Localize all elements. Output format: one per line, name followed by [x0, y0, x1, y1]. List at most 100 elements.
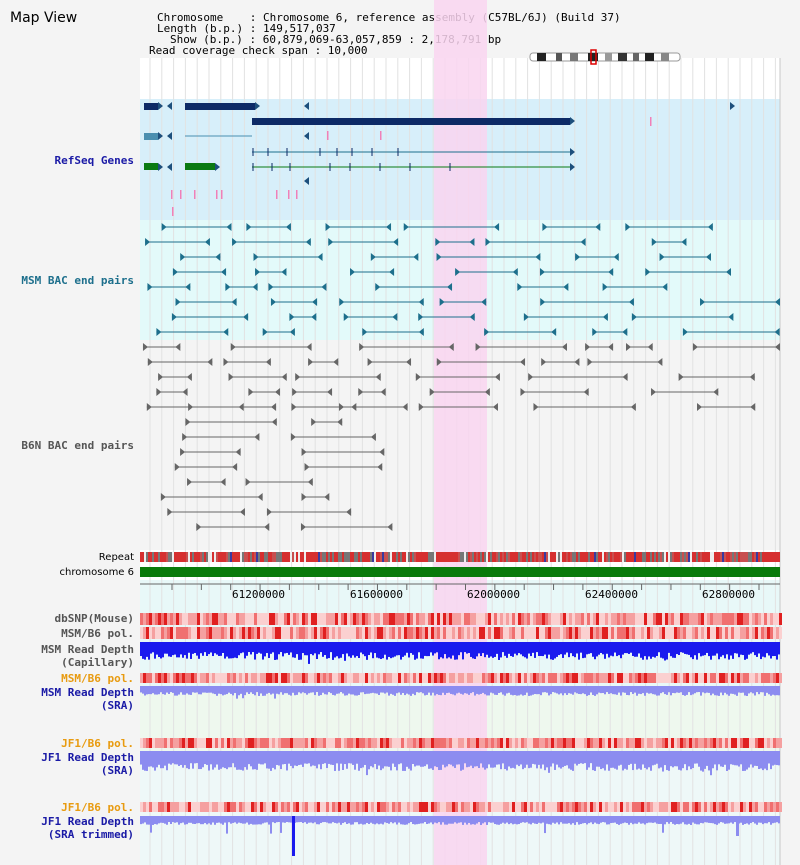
bac-end — [413, 253, 419, 261]
msm-bac-end-pairs[interactable] — [145, 223, 780, 336]
heat-cell — [335, 738, 338, 748]
b6n-bac-end-pairs[interactable] — [142, 343, 780, 531]
depth-bar — [256, 751, 258, 770]
heat-cell — [674, 613, 677, 625]
repeat-track-bar[interactable] — [140, 552, 780, 562]
depth-bar — [678, 686, 680, 693]
heat-cell — [719, 627, 722, 639]
heat-cell — [230, 627, 233, 639]
heat-cell — [572, 627, 575, 639]
track-label-msm-depth-capillary[interactable]: MSM Read Depth — [41, 643, 134, 656]
depth-bar — [320, 642, 322, 653]
heat-cell — [233, 613, 236, 625]
track-label-dbsnp[interactable]: dbSNP(Mouse) — [54, 612, 134, 625]
depth-bar — [656, 816, 658, 824]
repeat-segment — [448, 552, 450, 562]
depth-bar — [570, 686, 572, 694]
depth-bar — [584, 751, 586, 764]
chromosome-bar[interactable] — [140, 567, 780, 577]
repeat-segment — [196, 552, 198, 562]
repeat-segment — [450, 552, 452, 562]
depth-bar — [228, 686, 230, 693]
depth-bar — [538, 751, 540, 765]
variant-mark — [327, 131, 329, 140]
track-label-msm-depth-sra-sub: (SRA) — [100, 699, 134, 712]
track-label-jf1-b6-pol-2[interactable]: JF1/B6 pol. — [61, 801, 134, 814]
depth-bar — [778, 642, 780, 655]
heat-cell — [347, 673, 350, 683]
heat-cell — [701, 802, 704, 812]
heat-cell — [602, 627, 605, 639]
heat-cell — [476, 802, 479, 812]
depth-bar — [744, 816, 746, 824]
heat-cell — [242, 673, 245, 683]
track-label-jf1-depth-sra[interactable]: JF1 Read Depth — [41, 751, 134, 764]
bac-end — [358, 388, 364, 396]
depth-bar — [640, 816, 642, 824]
depth-bar — [408, 642, 410, 658]
track-label-msm-depth-sra[interactable]: MSM Read Depth — [41, 686, 134, 699]
track-label-msm-b6-pol[interactable]: MSM/B6 pol. — [61, 627, 134, 640]
depth-bar — [560, 686, 562, 694]
depth-bar — [508, 751, 510, 767]
heat-cell — [464, 613, 467, 625]
heat-cell — [653, 673, 656, 683]
heat-cell — [632, 673, 635, 683]
track-label-chromosome[interactable]: chromosome 6 — [59, 567, 134, 578]
heat-cell — [728, 627, 731, 639]
heat-cell — [344, 802, 347, 812]
track-label-jf1-depth-trimmed[interactable]: JF1 Read Depth — [41, 815, 134, 828]
heat-cell — [692, 738, 695, 748]
track-label-jf1-b6-pol[interactable]: JF1/B6 pol. — [61, 737, 134, 750]
bac-end — [156, 388, 162, 396]
heat-cell — [362, 627, 365, 639]
track-label-msm-bac[interactable]: MSM BAC end pairs — [21, 274, 134, 287]
heat-cell — [194, 738, 197, 748]
heat-cell — [686, 613, 689, 625]
depth-bar — [276, 816, 278, 823]
heat-cell — [767, 738, 770, 748]
repeat-segment — [424, 552, 426, 562]
depth-bar — [482, 686, 484, 693]
heat-cell — [587, 673, 590, 683]
chromosome-ideogram[interactable] — [529, 49, 681, 65]
heat-cell — [188, 738, 191, 748]
depth-bar — [378, 642, 380, 659]
track-label-refseq[interactable]: RefSeq Genes — [54, 154, 134, 167]
depth-bar — [680, 642, 682, 653]
repeat-segment — [626, 552, 628, 562]
bac-end — [580, 238, 586, 246]
repeat-segment — [150, 552, 152, 562]
track-label-b6n-bac[interactable]: B6N BAC end pairs — [21, 439, 134, 452]
bac-end — [628, 298, 634, 306]
repeat-segment — [246, 552, 248, 562]
depth-bar — [240, 642, 242, 654]
depth-bar — [500, 686, 502, 693]
heat-cell — [401, 627, 404, 639]
bac-end — [196, 523, 202, 531]
heat-cell — [158, 673, 161, 683]
bac-end — [375, 373, 381, 381]
depth-bar — [416, 751, 418, 766]
repeat-segment — [300, 552, 302, 562]
heat-cell — [644, 673, 647, 683]
depth-bar — [544, 686, 546, 693]
depth-bar — [252, 686, 254, 694]
depth-bar — [564, 816, 566, 824]
track-label-repeat[interactable]: Repeat — [98, 552, 134, 563]
depth-bar — [494, 751, 496, 768]
bac-end — [533, 403, 539, 411]
depth-bar — [652, 686, 654, 695]
depth-bar — [510, 751, 512, 769]
heat-cell — [239, 802, 242, 812]
depth-bar — [198, 816, 200, 824]
depth-bar — [454, 686, 456, 696]
selected-region-highlight[interactable] — [434, 0, 487, 865]
heat-cell — [623, 802, 626, 812]
depth-bar — [666, 751, 668, 771]
track-label-msm-b6-pol-2[interactable]: MSM/B6 pol. — [61, 672, 134, 685]
depth-bar — [748, 816, 750, 825]
heat-cell — [710, 627, 713, 639]
depth-bar — [596, 642, 598, 657]
refseq-gene-features[interactable] — [144, 103, 570, 170]
